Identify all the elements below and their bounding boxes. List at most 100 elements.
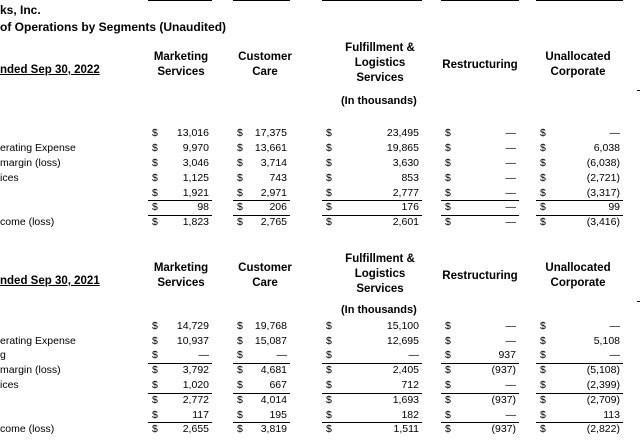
currency-symbol: $: [540, 187, 546, 199]
subtotal-rule: [536, 0, 623, 1]
currency-symbol: $: [445, 157, 451, 169]
cell-value: —: [198, 349, 210, 361]
currency-symbol: $: [445, 216, 451, 228]
column-header: Fulfillment &: [345, 42, 415, 54]
cell-value: 3,819: [260, 423, 287, 435]
currency-symbol: $: [445, 142, 451, 154]
subtotal-rule: [441, 422, 519, 423]
subtotal-rule: [536, 393, 623, 394]
row-label: g: [0, 349, 6, 361]
subtotal-rule: [233, 215, 290, 216]
column-header: Marketing: [153, 262, 209, 274]
cell-value: —: [505, 187, 517, 199]
cell-value: (2,709): [586, 394, 620, 406]
currency-symbol: $: [237, 216, 243, 228]
subtotal-rule: [322, 215, 422, 216]
subtotal-rule: [441, 393, 519, 394]
cell-value: 14,729: [176, 320, 209, 332]
cell-value: —: [505, 335, 517, 347]
subtotal-rule: [536, 422, 623, 423]
cell-value: —: [276, 349, 288, 361]
subtotal-rule: [148, 393, 212, 394]
cell-value: 19,768: [254, 320, 287, 332]
subtotal-rule: [148, 363, 212, 364]
cell-value: —: [609, 127, 621, 139]
cell-value: —: [505, 157, 517, 169]
period-label: nded Sep 30, 2022: [0, 64, 100, 76]
cell-value: 98: [197, 201, 209, 213]
currency-symbol: $: [326, 172, 332, 184]
currency-symbol: $: [152, 216, 158, 228]
cell-value: 1,693: [392, 394, 419, 406]
subtotal-rule: [148, 0, 212, 1]
currency-symbol: $: [326, 127, 332, 139]
cell-value: —: [505, 142, 517, 154]
currency-symbol: $: [237, 349, 243, 361]
column-header: Care: [252, 66, 278, 78]
cell-value: (937): [491, 423, 516, 435]
column-header: Services: [157, 277, 205, 289]
cell-value: 1,511: [393, 423, 420, 435]
currency-symbol: $: [540, 423, 546, 435]
column-header: Unallocated: [545, 262, 611, 274]
cell-value: (2,399): [586, 379, 620, 391]
currency-symbol: $: [152, 423, 158, 435]
subtotal-rule: [233, 0, 290, 1]
column-header: Logistics: [354, 57, 406, 69]
subtotal-rule: [322, 363, 422, 364]
currency-symbol: $: [237, 379, 243, 391]
currency-symbol: $: [326, 349, 332, 361]
currency-symbol: $: [326, 320, 332, 332]
currency-symbol: $: [540, 379, 546, 391]
subtotal-rule: [536, 215, 623, 216]
currency-symbol: $: [540, 142, 546, 154]
currency-symbol: $: [540, 216, 546, 228]
currency-symbol: $: [326, 409, 332, 421]
currency-symbol: $: [326, 423, 332, 435]
column-header: Marketing: [153, 51, 209, 63]
currency-symbol: $: [152, 127, 158, 139]
currency-symbol: $: [445, 379, 451, 391]
cell-value: 2,772: [182, 394, 209, 406]
currency-symbol: $: [445, 364, 451, 376]
column-header: Services: [157, 66, 205, 78]
cell-value: —: [505, 172, 517, 184]
currency-symbol: $: [237, 409, 243, 421]
row-label: margin (loss): [0, 364, 61, 376]
currency-symbol: $: [540, 349, 546, 361]
currency-symbol: $: [326, 379, 332, 391]
cell-value: 195: [269, 409, 287, 421]
subtotal-rule: [441, 0, 519, 1]
company-name: ks, Inc.: [0, 3, 41, 17]
cell-value: (3,317): [586, 187, 620, 199]
currency-symbol: $: [445, 409, 451, 421]
currency-symbol: $: [152, 142, 158, 154]
row-label: erating Expense: [0, 335, 76, 347]
currency-symbol: $: [540, 201, 546, 213]
currency-symbol: $: [540, 157, 546, 169]
row-label: erating Expense: [0, 142, 76, 154]
column-header: Restructuring: [442, 270, 518, 282]
cell-value: 206: [269, 201, 287, 213]
currency-symbol: $: [445, 320, 451, 332]
cell-value: 4,681: [260, 364, 287, 376]
currency-symbol: $: [540, 364, 546, 376]
currency-symbol: $: [237, 172, 243, 184]
cell-value: 853: [401, 172, 419, 184]
cell-value: 3,046: [182, 157, 209, 169]
units-note: (In thousands): [341, 95, 417, 107]
subtotal-rule: [148, 422, 212, 423]
cell-value: —: [505, 320, 517, 332]
currency-symbol: $: [152, 172, 158, 184]
cell-value: —: [609, 320, 621, 332]
cell-value: 3,630: [392, 157, 419, 169]
currency-symbol: $: [445, 349, 451, 361]
currency-symbol: $: [152, 320, 158, 332]
currency-symbol: $: [445, 187, 451, 199]
cell-value: 99: [608, 201, 620, 213]
cell-value: (6,038): [586, 157, 620, 169]
cell-value: 13,016: [176, 127, 209, 139]
cell-value: 2,601: [392, 216, 419, 228]
currency-symbol: $: [445, 423, 451, 435]
column-header: Customer: [238, 51, 292, 63]
